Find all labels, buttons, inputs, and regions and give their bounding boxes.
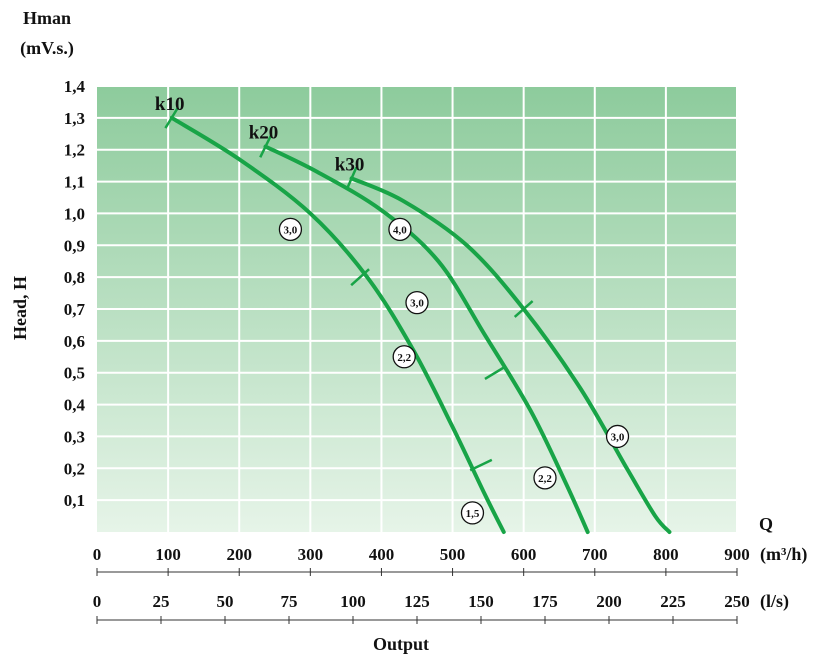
y-tick-label: 1,3 [64,109,85,128]
power-label: 2,2 [397,352,411,364]
secondary-x-tick-label: 125 [404,592,430,611]
x-tick-label: 500 [440,545,466,564]
x-tick-label: 200 [226,545,252,564]
secondary-x-tick-label: 100 [340,592,366,611]
power-label-circle [605,424,630,449]
power-label: 4,0 [393,224,407,236]
y-tick-label: 0,3 [64,427,85,446]
y-tick-label: 1,2 [64,141,85,160]
x-axis-title: Output [373,634,429,654]
secondary-x-axis: 0 25 50 75 100 125 150 175 200 225 250 [93,568,750,624]
curve-tick-marks [164,106,534,472]
curve-name-k30: k30 [335,154,365,175]
secondary-x-tick-label: 225 [660,592,686,611]
curve-k30 [349,176,672,534]
power-label: 3,0 [410,298,424,310]
curve-tick [164,106,180,129]
secondary-x-tick-label: 25 [153,592,170,611]
x-tick-label: 900 [724,545,750,564]
secondary-x-tick-label: 150 [468,592,494,611]
secondary-x-tick-label: 75 [281,592,298,611]
x-tick-label: 600 [511,545,537,564]
curve-tick [259,135,272,158]
x-tick-label: 400 [369,545,395,564]
y-tick-label: 0,4 [64,396,86,415]
y-tick-label: 0,1 [64,491,85,510]
power-label-circle [460,501,485,525]
curve-k10 [169,115,506,534]
y-axis-title-unit: (mV.s.) [20,38,74,59]
y-tick-labels: 0,1 0,2 0,3 0,4 0,5 0,6 0,7 0,8 0,9 1,0 1,1 1,2 1,3 1… [64,77,86,510]
curve-tick [469,458,493,472]
x-tick-label: 800 [653,545,679,564]
curve-tick [513,300,534,318]
y-tick-label: 0,6 [64,332,85,351]
curve-name-k10: k10 [155,94,185,115]
y-tick-label: 0,5 [64,364,85,383]
power-label-circle [388,217,412,242]
y-axis-title-top: Hman [23,8,71,28]
y-tick-label: 0,9 [64,236,85,255]
grid-lines [97,85,738,532]
power-label: 3,0 [611,431,625,443]
x-tick-label: 300 [298,545,324,564]
y-tick-label: 1,4 [64,77,86,96]
x-tick-labels: 0 100 200 300 400 500 600 700 800 900 [93,545,750,564]
power-label: 3,0 [284,224,298,236]
y-tick-label: 0,2 [64,459,85,478]
x-axis-secondary-unit: (l/s) [760,591,789,612]
power-label: 1,5 [466,508,480,520]
curve-tick [484,365,507,380]
curve-tick [350,268,370,287]
power-labels: 3,0 2,2 1,5 3,0 2,2 4,0 3,0 [278,217,630,525]
power-label: 2,2 [538,473,552,485]
secondary-x-tick-label: 0 [93,592,102,611]
curve-names: k10 k20 k30 [155,94,364,176]
x-axis-unit: (m³/h) [760,544,807,565]
y-tick-label: 1,1 [64,173,85,192]
secondary-x-tick-label: 175 [532,592,558,611]
power-label-circle [405,290,429,315]
y-tick-label: 0,7 [64,300,86,319]
y-axis-side-title: Head, H [10,276,30,340]
power-label-circle [533,466,557,490]
power-label-circle [392,345,416,369]
curve-name-k20: k20 [249,123,279,144]
x-tick-label: 0 [93,545,102,564]
secondary-x-tick-label: 250 [724,592,750,611]
pump-curves [169,115,672,534]
x-axis-q-label: Q [759,514,773,534]
power-label-circle [278,217,303,242]
secondary-x-tick-label: 200 [596,592,622,611]
x-tick-label: 100 [155,545,181,564]
secondary-x-tick-label: 50 [217,592,234,611]
curve-k20 [263,144,590,534]
x-tick-label: 700 [582,545,608,564]
curve-tick [345,166,358,190]
y-tick-label: 0,8 [64,268,85,287]
y-tick-label: 1,0 [64,204,85,223]
